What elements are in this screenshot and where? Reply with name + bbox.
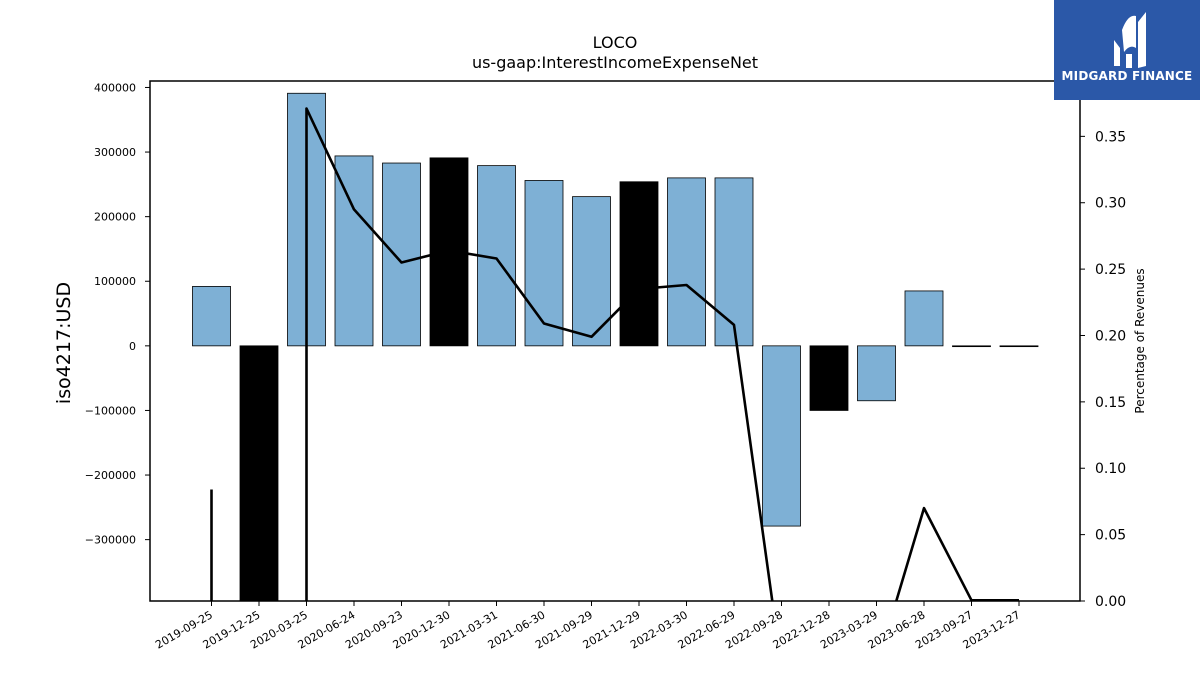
bar-2021-06-30 — [524, 180, 564, 347]
x-axis: 2019-09-252019-12-252020-03-252020-06-24… — [153, 601, 1023, 652]
y-tick-label: 100000 — [94, 275, 136, 288]
chart-title: LOCO — [593, 33, 638, 52]
y-tick-label: 300000 — [94, 146, 136, 159]
y-axis-left: −300000 −200000 −100000 0 100000 200000 300000… — [85, 81, 150, 547]
bar-2023-03-29 — [857, 345, 896, 402]
bar-2021-12-29 — [619, 181, 659, 347]
y2-tick-label: 0.30 — [1095, 196, 1126, 212]
y2-tick-label: 0.00 — [1095, 594, 1126, 610]
y-tick-label: −300000 — [85, 534, 136, 547]
bar-group — [192, 92, 1039, 601]
y2-tick-label: 0.15 — [1095, 395, 1126, 411]
bar-2022-12-28 — [809, 345, 849, 411]
bar-2019-12-25 — [239, 345, 279, 601]
y-tick-label: −100000 — [85, 404, 136, 417]
bar-2022-03-30 — [667, 177, 706, 347]
bar-2022-06-29 — [714, 177, 754, 347]
bar-2023-12-27 — [999, 345, 1039, 348]
y-tick-label: −200000 — [85, 469, 136, 482]
pct-revenue-line-segment-1 — [305, 107, 774, 601]
bar-2021-09-29 — [572, 196, 611, 347]
chart-subtitle: us-gaap:InterestIncomeExpenseNet — [472, 53, 758, 72]
y2-axis-label: Percentage of Revenues — [1133, 268, 1147, 413]
bar-2022-09-28 — [762, 345, 801, 527]
y-tick-label: 0 — [129, 340, 136, 353]
line-group — [210, 107, 1019, 601]
y2-tick-label: 0.25 — [1095, 262, 1126, 278]
bar-2023-09-27 — [952, 345, 991, 348]
bar-2019-09-25 — [192, 286, 231, 347]
y-tick-label: 400000 — [94, 81, 136, 94]
plot-frame — [149, 80, 1081, 602]
pct-revenue-line-segment-2 — [894, 506, 1019, 601]
y-axis-right: 0.00 0.05 0.10 0.15 0.20 0.25 0.30 0.35 — [1080, 129, 1126, 610]
y2-tick-label: 0.35 — [1095, 129, 1126, 145]
brand-logo: MIDGARD FINANCE — [1054, 0, 1200, 100]
y2-tick-label: 0.20 — [1095, 328, 1126, 344]
y-axis-label: iso4217:USD — [53, 282, 75, 404]
midgard-logo-icon — [1114, 12, 1146, 68]
y2-tick-label: 0.05 — [1095, 528, 1126, 544]
y2-tick-label: 0.10 — [1095, 461, 1126, 477]
y-tick-label: 200000 — [94, 211, 136, 224]
bar-2020-06-24 — [334, 155, 374, 347]
logo-text: MIDGARD FINANCE — [1061, 69, 1193, 83]
bar-2020-09-23 — [382, 162, 421, 347]
bar-2023-06-28 — [904, 290, 944, 347]
